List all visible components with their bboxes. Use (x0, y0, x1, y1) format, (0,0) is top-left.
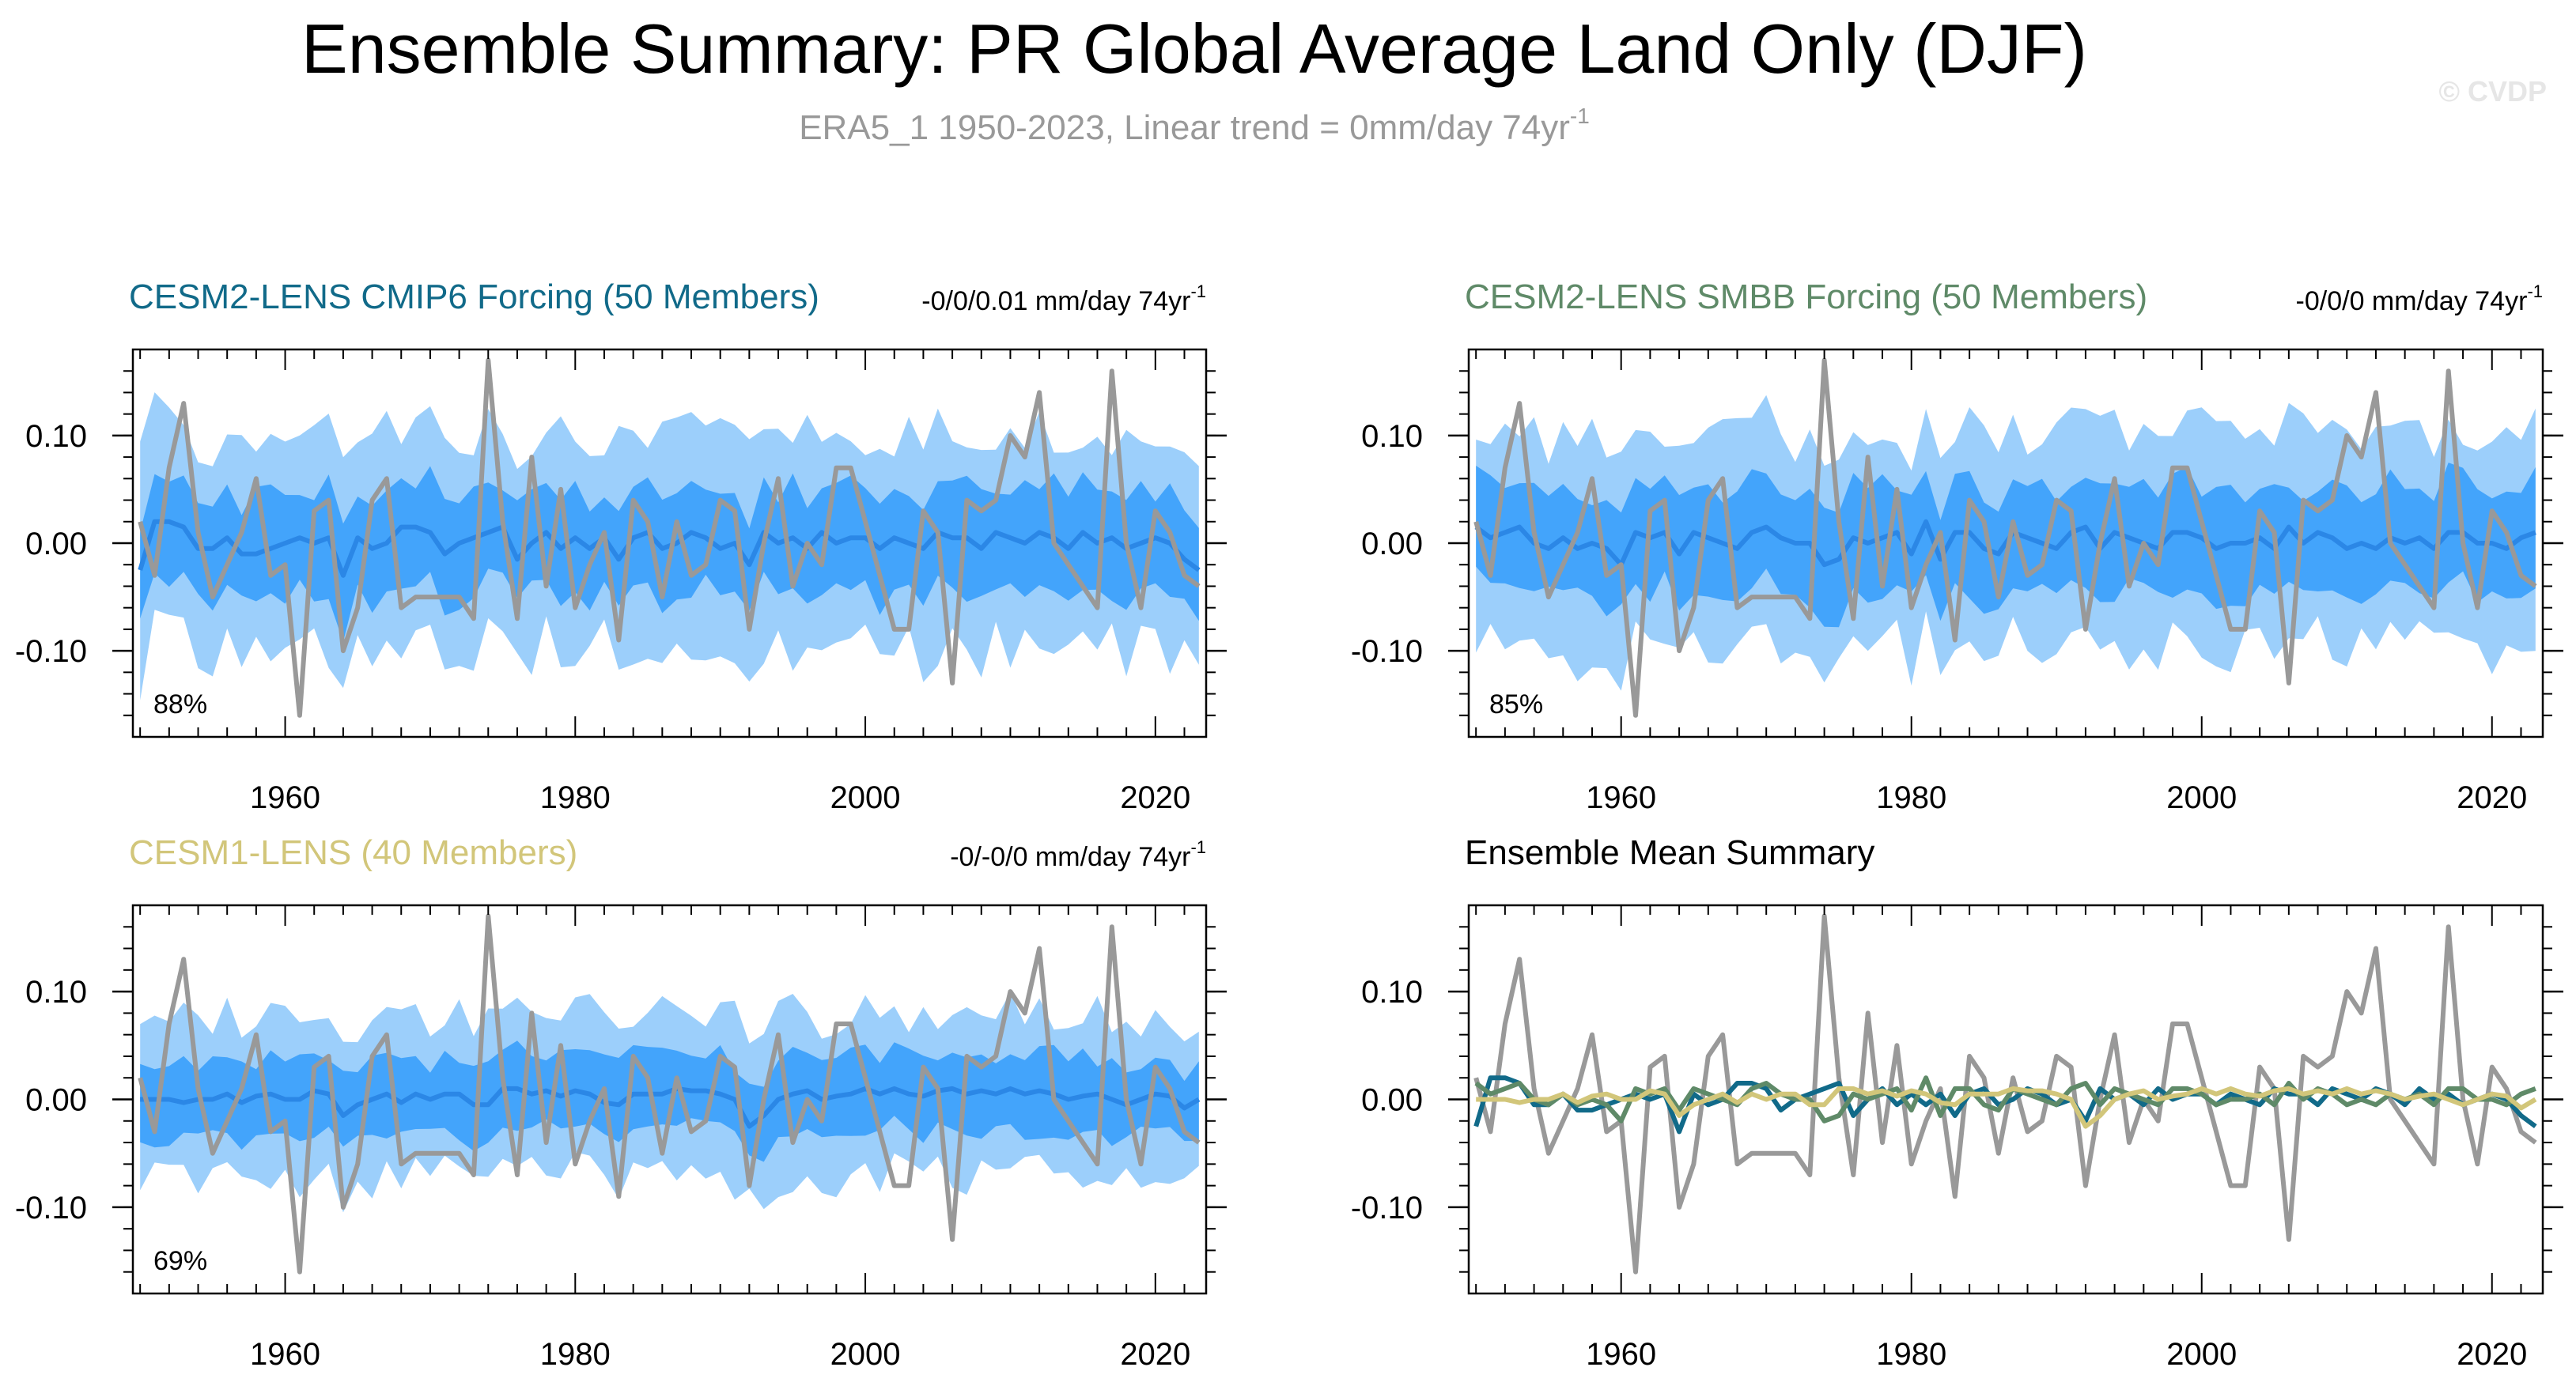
y-tick-label: 0.10 (1361, 419, 1423, 454)
panel-4: Ensemble Mean Summary 1960 1980 2000 2020 0.1… (1351, 833, 2563, 1372)
x-tick-label: 1960 (1586, 1337, 1656, 1372)
observations-line (1473, 913, 2537, 1275)
observations-line (1473, 357, 2537, 718)
y-tick-label: 0.10 (1361, 975, 1423, 1010)
panel-title: CESM1-LENS (40 Members) (129, 833, 577, 872)
ensemble-mean-line (1474, 519, 2536, 568)
y-tick-label: 0.00 (25, 527, 87, 561)
plot-area (138, 913, 1201, 1275)
panels: CESM2-LENS CMIP6 Forcing (50 Members) -0/… (15, 278, 2563, 1372)
percent-label: 85% (1489, 689, 1543, 719)
percent-label: 88% (153, 689, 207, 719)
x-tick-label: 1960 (250, 1337, 320, 1372)
cesm1-mean-line (1476, 1086, 2537, 1129)
y-tick-label: -0.10 (1351, 1191, 1423, 1225)
x-tick-label: 2000 (830, 780, 901, 815)
subtitle-text: ERA5_1 1950-2023, Linear trend = 0mm/day… (799, 108, 1570, 147)
y-tick-label: 0.10 (25, 419, 87, 454)
plot-area (138, 357, 1201, 718)
trend-label: -0/0/0.01 mm/day 74yr-1 (921, 281, 1206, 316)
x-tick-label: 2000 (830, 1337, 901, 1372)
panel-1: CESM2-LENS CMIP6 Forcing (50 Members) -0/… (15, 278, 1227, 815)
percent-label: 69% (153, 1246, 207, 1276)
panel-3: CESM1-LENS (40 Members) -0/-0/0 mm/day 74… (15, 833, 1227, 1372)
figure-title: Ensemble Summary: PR Global Average Land… (301, 9, 2087, 88)
trend-label: -0/-0/0 mm/day 74yr-1 (950, 837, 1206, 872)
y-tick-label: 0.00 (1361, 527, 1423, 561)
x-tick-label: 2020 (1120, 1337, 1190, 1372)
x-tick-label: 2000 (2166, 780, 2237, 815)
band-25-75 (140, 1040, 1199, 1162)
trend-label: -0/0/0 mm/day 74yr-1 (2296, 281, 2543, 316)
y-tick-label: -0.10 (1351, 634, 1423, 669)
x-tick-label: 1960 (250, 780, 320, 815)
panel-title: CESM2-LENS CMIP6 Forcing (50 Members) (129, 278, 819, 316)
x-tick-label: 2000 (2166, 1337, 2237, 1372)
y-tick-label: -0.10 (15, 634, 87, 669)
x-tick-label: 2020 (2457, 1337, 2527, 1372)
ensemble-mean-line (140, 1086, 1201, 1129)
panel-title: Ensemble Mean Summary (1465, 833, 1874, 872)
observations-line (138, 913, 1201, 1275)
watermark: © CVDP (2438, 75, 2547, 108)
x-tick-label: 1980 (1876, 780, 1946, 815)
y-tick-label: 0.00 (1361, 1083, 1423, 1118)
ensemble-mean-line (138, 519, 1201, 578)
x-tick-label: 1980 (1876, 1337, 1946, 1372)
x-tick-label: 1980 (540, 1337, 611, 1372)
y-tick-label: -0.10 (15, 1191, 87, 1225)
plot-area (1473, 357, 2537, 718)
x-tick-label: 1980 (540, 780, 611, 815)
y-tick-label: 0.10 (25, 975, 87, 1010)
plot-area (1473, 913, 2537, 1275)
figure-subtitle: ERA5_1 1950-2023, Linear trend = 0mm/day… (799, 104, 1590, 147)
panel-2: CESM2-LENS SMBB Forcing (50 Members) -0/0… (1351, 278, 2563, 815)
x-tick-label: 2020 (1120, 780, 1190, 815)
panel-title: CESM2-LENS SMBB Forcing (50 Members) (1465, 278, 2147, 316)
y-tick-label: 0.00 (25, 1083, 87, 1118)
x-tick-label: 1960 (1586, 780, 1656, 815)
observations-line (138, 357, 1201, 718)
x-tick-label: 2020 (2457, 780, 2527, 815)
subtitle-superscript: -1 (1570, 104, 1590, 128)
